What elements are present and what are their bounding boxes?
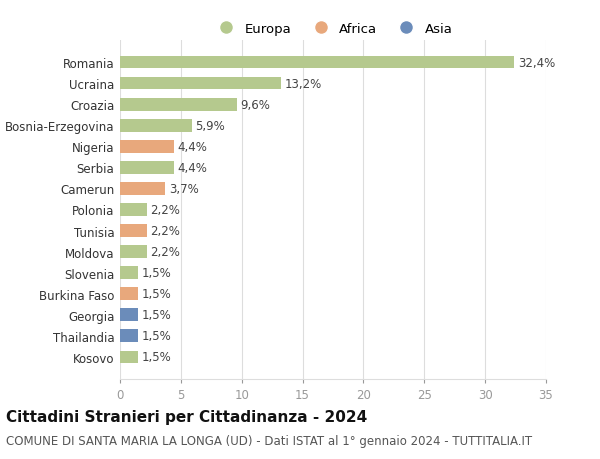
Bar [120,56,514,69]
Text: 4,4%: 4,4% [177,140,207,153]
Text: 1,5%: 1,5% [142,330,172,342]
Text: 1,5%: 1,5% [142,267,172,280]
Bar [120,351,138,364]
Text: 1,5%: 1,5% [142,287,172,301]
Legend: Europa, Africa, Asia: Europa, Africa, Asia [208,17,458,41]
Bar [120,309,138,321]
Text: 3,7%: 3,7% [169,183,199,196]
Bar [120,183,165,195]
Bar [120,225,147,237]
Text: 32,4%: 32,4% [518,56,555,69]
Text: 1,5%: 1,5% [142,351,172,364]
Text: 2,2%: 2,2% [151,246,181,258]
Bar [120,78,281,90]
Text: 13,2%: 13,2% [284,78,322,90]
Text: 5,9%: 5,9% [196,119,225,133]
Bar [120,204,147,216]
Bar [120,120,192,132]
Text: 4,4%: 4,4% [177,162,207,174]
Text: 2,2%: 2,2% [151,224,181,237]
Text: COMUNE DI SANTA MARIA LA LONGA (UD) - Dati ISTAT al 1° gennaio 2024 - TUTTITALIA: COMUNE DI SANTA MARIA LA LONGA (UD) - Da… [6,435,532,448]
Bar [120,330,138,342]
Bar [120,267,138,280]
Bar [120,288,138,300]
Text: 2,2%: 2,2% [151,203,181,217]
Text: Cittadini Stranieri per Cittadinanza - 2024: Cittadini Stranieri per Cittadinanza - 2… [6,409,367,425]
Text: 9,6%: 9,6% [241,99,271,112]
Text: 1,5%: 1,5% [142,308,172,321]
Bar [120,162,173,174]
Bar [120,99,237,111]
Bar [120,140,173,153]
Bar [120,246,147,258]
